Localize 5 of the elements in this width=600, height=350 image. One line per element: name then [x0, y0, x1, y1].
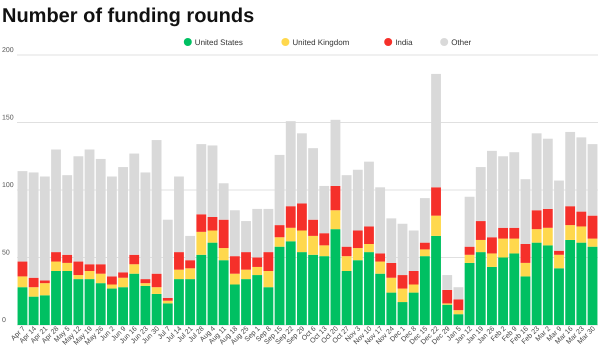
- chart-title: Number of funding rounds: [2, 5, 254, 27]
- legend-label: United Kingdom: [292, 38, 350, 47]
- legend-label: India: [395, 38, 414, 47]
- legend-label: United States: [194, 38, 243, 47]
- legend-label: Other: [451, 38, 472, 47]
